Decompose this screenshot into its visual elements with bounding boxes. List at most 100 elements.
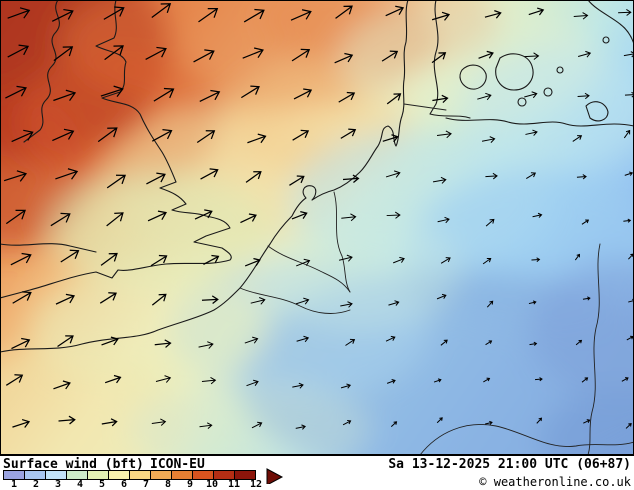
wind-arrow [147,210,168,222]
wind-arrow [534,377,543,382]
wind-arrow [10,252,32,266]
legend-bar: Surface wind (bft) ICON-EU Sa 13-12-2025… [0,455,634,490]
wind-arrow [243,8,265,23]
wind-arrow [106,212,124,227]
wind-arrow [246,379,259,387]
model-name: ICON-EU [150,457,205,472]
wind-arrow [581,219,590,225]
scale-arrowhead-icon [266,468,284,484]
wind-arrow [296,258,311,267]
wind-arrow [486,300,494,308]
wind-arrow [199,422,213,430]
scale-value: 5 [98,479,106,490]
wind-arrow [385,5,405,17]
wind-arrow [340,383,352,389]
wind-arrow [55,168,79,180]
wind-arrow [386,379,396,384]
wind-arrow [485,420,493,425]
wind-arrow [193,49,215,63]
wind-arrow [200,168,219,180]
datetime-label: Sa 13-12-2025 21:00 UTC (06+87) [388,457,631,472]
wind-arrow [381,50,399,62]
wind-arrow [244,336,259,344]
wind-arrow [623,218,632,223]
wind-arrow [436,130,452,139]
wind-arrow [525,129,538,136]
wind-arrow [385,170,401,178]
wind-arrow [334,52,354,64]
wind-arrow [582,296,591,301]
wind-arrow [577,50,592,58]
wind-arrow [291,48,311,62]
wind-arrow [240,213,257,224]
wind-arrow [340,128,357,139]
wind-arrow [485,340,493,346]
wind-arrow [621,377,629,382]
wind-arrow [295,424,306,430]
wind-arrow [536,417,543,424]
wind-arrow [437,216,450,224]
wind-arrow [60,249,80,263]
wind-arrow [431,52,447,64]
wind-arrow [292,382,304,389]
wind-arrow [385,335,396,342]
wind-arrow [572,135,583,142]
wind-arrow [624,171,634,176]
wind-arrow [155,375,172,383]
wind-arrow [295,297,310,305]
wind-scale-values: 1 2 3 4 5 6 7 8 9 10 11 12 [3,479,267,490]
wind-scale-bar [3,470,256,480]
wind-arrow [12,291,32,304]
wind-arrow [146,172,166,185]
map-area [0,0,634,455]
wind-arrow [196,130,216,143]
wind-arrow [477,92,492,101]
country-borders [239,103,634,455]
wind-arrow [242,47,264,59]
wind-arrow [531,257,541,262]
wind-arrow [5,85,27,99]
wind-arrow [390,421,398,428]
wind-arrow [485,172,498,180]
wind-arrow [626,335,634,341]
wind-arrow [7,7,31,19]
wind-arrow [145,46,167,61]
wind-arrow [291,210,308,220]
scale-value: 1 [10,479,18,490]
wind-arrow [151,418,167,426]
wind-arrow [342,174,360,183]
wind-arrow [293,88,313,100]
wind-arrow [151,129,173,142]
wind-arrow [345,338,356,346]
wind-arrow [382,134,399,143]
scale-value: 11 [227,479,241,490]
wind-arrow [153,87,175,102]
wind-arrow [51,8,74,22]
wind-arrow [290,9,312,21]
copyright-label: © weatheronline.co.uk [479,475,631,489]
wind-arrow [251,421,263,429]
wind-arrow [618,8,632,16]
wind-arrow [575,339,583,346]
wind-arrow [11,129,34,143]
wind-arrow [245,171,262,183]
wind-arrow [436,417,443,424]
wind-arrow [198,8,219,23]
wind-arrow [581,377,589,383]
wind-arrow [52,128,75,142]
wind-arrow [388,300,400,306]
wind-arrow [201,295,219,304]
wind-arrow [199,89,221,103]
wind-arrow [7,44,30,58]
wind-arrow [338,254,353,262]
wind-arrow [528,7,545,16]
scale-segment [234,470,256,480]
wind-arrow [50,212,71,227]
wind-arrow [483,377,491,383]
wind-arrow [292,129,310,141]
wind-arrow [386,93,402,105]
wind-arrow [574,253,581,261]
wind-arrow [386,211,401,219]
wind-arrow [53,89,77,102]
